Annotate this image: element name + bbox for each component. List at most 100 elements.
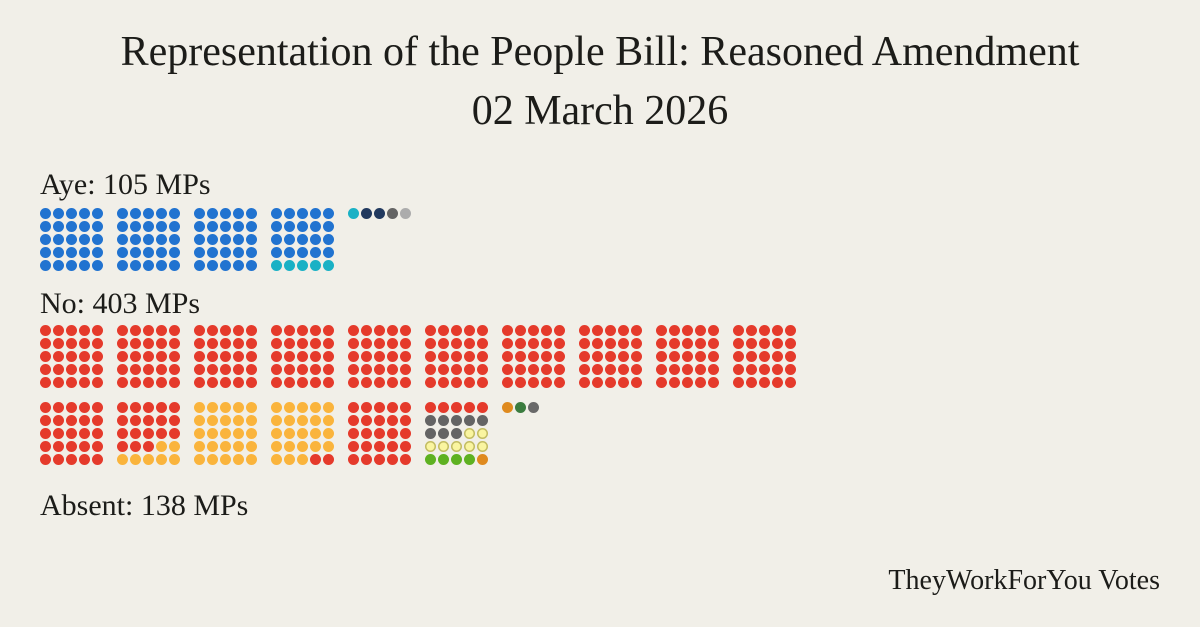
red-mp-dot xyxy=(66,454,77,465)
blue-mp-dot xyxy=(79,260,90,271)
red-mp-dot xyxy=(708,377,719,388)
dot-block xyxy=(425,402,488,465)
red-mp-dot xyxy=(656,338,667,349)
red-mp-dot xyxy=(374,377,385,388)
red-mp-dot xyxy=(579,338,590,349)
red-mp-dot xyxy=(374,351,385,362)
red-mp-dot xyxy=(53,351,64,362)
red-mp-dot xyxy=(695,377,706,388)
teal-mp-dot xyxy=(284,260,295,271)
blue-mp-dot xyxy=(233,260,244,271)
blue-mp-dot xyxy=(143,247,154,258)
red-mp-dot xyxy=(156,325,167,336)
light-gray-mp-dot xyxy=(400,208,411,219)
amber-mp-dot xyxy=(297,454,308,465)
red-mp-dot xyxy=(323,454,334,465)
navy-mp-dot xyxy=(374,208,385,219)
aye-dot-matrix xyxy=(40,208,810,271)
red-mp-dot xyxy=(772,351,783,362)
red-mp-dot xyxy=(682,377,693,388)
red-mp-dot xyxy=(400,338,411,349)
blue-mp-dot xyxy=(79,234,90,245)
red-mp-dot xyxy=(246,364,257,375)
red-mp-dot xyxy=(207,377,218,388)
red-mp-dot xyxy=(53,428,64,439)
red-mp-dot xyxy=(669,325,680,336)
blue-mp-dot xyxy=(79,208,90,219)
red-mp-dot xyxy=(117,364,128,375)
red-mp-dot xyxy=(438,377,449,388)
red-mp-dot xyxy=(669,338,680,349)
teal-mp-dot xyxy=(310,260,321,271)
no-count-label: No: 403 MPs xyxy=(40,287,201,320)
amber-mp-dot xyxy=(271,454,282,465)
blue-mp-dot xyxy=(92,221,103,232)
red-mp-dot xyxy=(746,377,757,388)
amber-mp-dot xyxy=(117,454,128,465)
blue-mp-dot xyxy=(271,221,282,232)
red-mp-dot xyxy=(310,351,321,362)
blue-mp-dot xyxy=(246,208,257,219)
red-mp-dot xyxy=(425,338,436,349)
red-mp-dot xyxy=(79,428,90,439)
red-mp-dot xyxy=(528,364,539,375)
section-absent: Absent: 138 MPs xyxy=(40,489,1160,529)
blue-mp-dot xyxy=(169,247,180,258)
red-mp-dot xyxy=(233,364,244,375)
red-mp-dot xyxy=(477,351,488,362)
red-mp-dot xyxy=(92,415,103,426)
red-mp-dot xyxy=(143,428,154,439)
red-mp-dot xyxy=(425,351,436,362)
blue-mp-dot xyxy=(246,234,257,245)
green-mp-dot xyxy=(464,454,475,465)
blue-mp-dot xyxy=(220,247,231,258)
red-mp-dot xyxy=(592,338,603,349)
red-mp-dot xyxy=(656,351,667,362)
amber-mp-dot xyxy=(207,441,218,452)
blue-mp-dot xyxy=(130,260,141,271)
aye-count-label: Aye: 105 MPs xyxy=(40,168,211,201)
dot-block xyxy=(271,208,334,271)
amber-mp-dot xyxy=(207,428,218,439)
red-mp-dot xyxy=(348,415,359,426)
teal-mp-dot xyxy=(323,260,334,271)
red-mp-dot xyxy=(477,325,488,336)
blue-mp-dot xyxy=(297,247,308,258)
red-mp-dot xyxy=(400,441,411,452)
blue-mp-dot xyxy=(323,208,334,219)
red-mp-dot xyxy=(515,325,526,336)
red-mp-dot xyxy=(271,351,282,362)
red-mp-dot xyxy=(451,364,462,375)
red-mp-dot xyxy=(438,351,449,362)
amber-mp-dot xyxy=(310,441,321,452)
red-mp-dot xyxy=(374,441,385,452)
amber-mp-dot xyxy=(194,415,205,426)
navy-mp-dot xyxy=(361,208,372,219)
amber-mp-dot xyxy=(284,402,295,413)
red-mp-dot xyxy=(348,454,359,465)
red-mp-dot xyxy=(387,377,398,388)
red-mp-dot xyxy=(361,428,372,439)
red-mp-dot xyxy=(502,325,513,336)
red-mp-dot xyxy=(400,454,411,465)
red-mp-dot xyxy=(656,377,667,388)
amber-mp-dot xyxy=(284,441,295,452)
red-mp-dot xyxy=(53,415,64,426)
red-mp-dot xyxy=(631,377,642,388)
dot-block xyxy=(40,402,103,465)
blue-mp-dot xyxy=(130,247,141,258)
blue-mp-dot xyxy=(92,234,103,245)
red-mp-dot xyxy=(53,377,64,388)
green-mp-dot xyxy=(438,454,449,465)
amber-mp-dot xyxy=(271,415,282,426)
red-mp-dot xyxy=(220,351,231,362)
blue-mp-dot xyxy=(66,221,77,232)
red-mp-dot xyxy=(502,364,513,375)
red-mp-dot xyxy=(117,402,128,413)
red-mp-dot xyxy=(477,364,488,375)
red-mp-dot xyxy=(464,338,475,349)
red-mp-dot xyxy=(348,351,359,362)
red-mp-dot xyxy=(271,364,282,375)
red-mp-dot xyxy=(246,351,257,362)
red-mp-dot xyxy=(605,338,616,349)
